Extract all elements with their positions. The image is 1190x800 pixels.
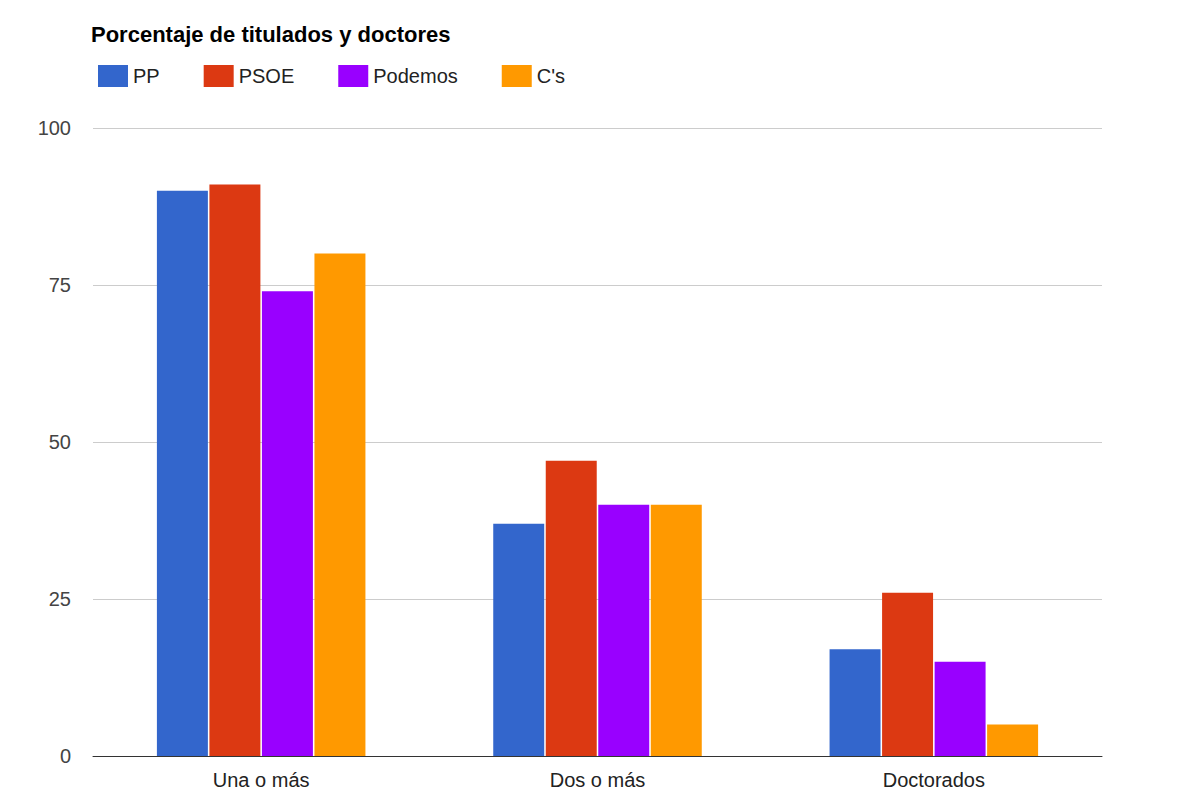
svg-text:25: 25: [49, 588, 71, 610]
svg-text:0: 0: [60, 745, 71, 767]
svg-text:Podemos: Podemos: [373, 65, 458, 87]
svg-text:PSOE: PSOE: [239, 65, 295, 87]
svg-text:100: 100: [38, 117, 71, 139]
svg-text:Una o más: Una o más: [213, 769, 310, 791]
svg-text:C's: C's: [537, 65, 565, 87]
svg-text:Doctorados: Doctorados: [883, 769, 985, 791]
svg-text:PP: PP: [133, 65, 160, 87]
svg-text:Dos o más: Dos o más: [550, 769, 646, 791]
svg-text:75: 75: [49, 274, 71, 296]
svg-text:50: 50: [49, 431, 71, 453]
svg-text:Porcentaje de titulados y doct: Porcentaje de titulados y doctores: [91, 22, 450, 47]
